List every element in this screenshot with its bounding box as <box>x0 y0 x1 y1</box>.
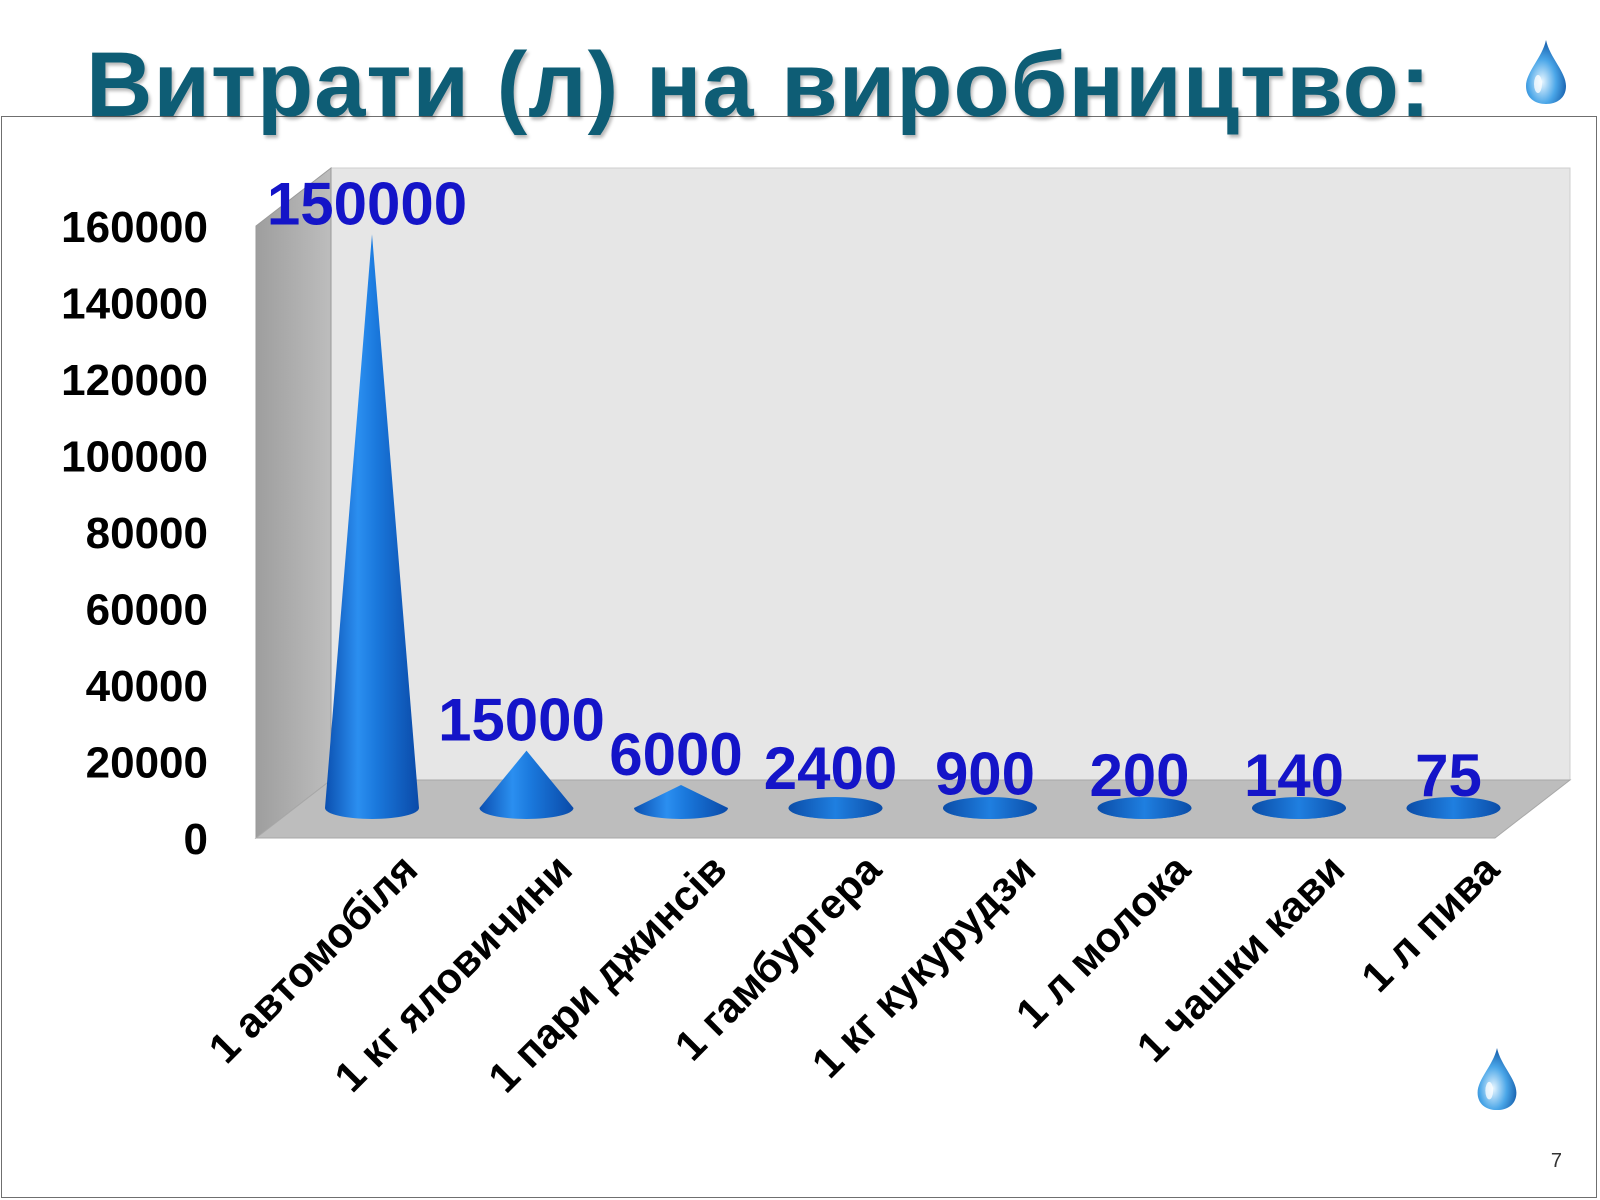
data-label: 200 <box>1089 742 1189 809</box>
y-tick-label: 140000 <box>61 280 208 329</box>
category-label: 1 л пива <box>1352 845 1508 1001</box>
cone-base <box>1097 797 1192 819</box>
cone-bar <box>1252 797 1346 819</box>
y-tick-label: 60000 <box>86 586 208 635</box>
slide-title: Витрати (л) на виробництво: <box>86 34 1432 136</box>
cone-bar <box>1097 797 1192 819</box>
cone-bar <box>325 234 419 819</box>
page-number: 7 <box>1550 1150 1562 1172</box>
y-tick-label: 120000 <box>61 356 208 405</box>
floor <box>254 779 1572 839</box>
cone-base <box>943 797 1037 819</box>
water-drop-icon <box>1526 40 1566 104</box>
data-label: 6000 <box>609 721 742 788</box>
cone-bar <box>788 797 883 819</box>
cone-base <box>1406 797 1501 819</box>
y-tick-label: 40000 <box>86 662 208 711</box>
cone-base <box>788 797 883 819</box>
y-tick-label: 80000 <box>86 509 208 558</box>
y-tick-label: 20000 <box>86 739 208 788</box>
y-tick-label: 160000 <box>61 203 208 252</box>
data-label: 15000 <box>438 687 605 754</box>
data-label: 75 <box>1415 742 1482 809</box>
data-label: 900 <box>935 741 1035 808</box>
data-label: 2400 <box>764 735 897 802</box>
cone-base <box>1252 797 1346 819</box>
data-label: 150000 <box>267 170 467 237</box>
side-wall <box>255 166 332 840</box>
cone-body <box>479 750 574 819</box>
y-tick-label: 0 <box>184 815 208 864</box>
data-label: 140 <box>1244 742 1344 809</box>
y-tick-label: 100000 <box>61 433 208 482</box>
water-drop-icon <box>1477 1047 1517 1111</box>
cone-bar <box>634 785 728 819</box>
cone-bar <box>479 750 574 819</box>
cone-body <box>634 785 728 819</box>
cone-body <box>325 234 419 819</box>
cone-bar <box>943 797 1037 819</box>
cone-bar <box>1406 797 1501 819</box>
chart-frame <box>1 116 1597 1198</box>
